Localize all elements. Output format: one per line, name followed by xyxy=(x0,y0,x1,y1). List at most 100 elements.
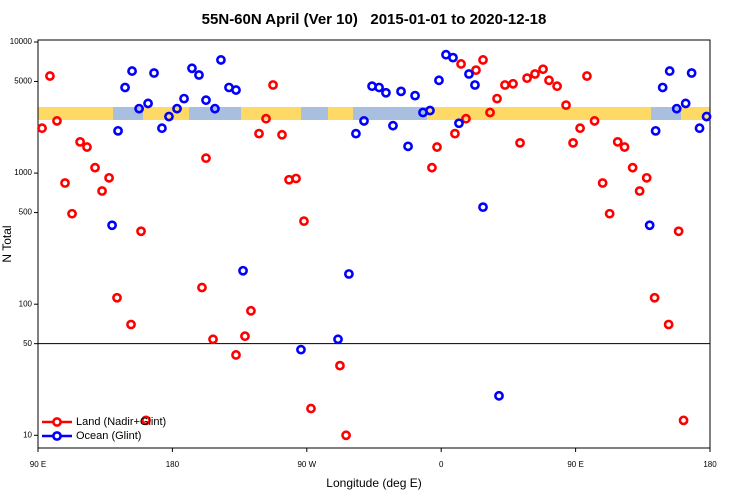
point xyxy=(434,75,444,86)
point xyxy=(673,226,684,237)
point xyxy=(522,73,532,84)
point xyxy=(82,142,92,152)
point xyxy=(627,162,638,173)
point xyxy=(494,390,504,401)
point xyxy=(500,80,510,90)
point xyxy=(612,136,623,147)
point xyxy=(492,93,502,104)
y-tick-label: 10000 xyxy=(10,37,33,46)
point xyxy=(246,305,256,316)
point xyxy=(450,128,460,139)
point xyxy=(113,125,123,136)
point xyxy=(568,137,578,148)
point xyxy=(678,415,689,426)
point xyxy=(597,178,608,188)
point xyxy=(37,123,47,134)
legend-label: Ocean (Glint) xyxy=(76,430,141,442)
point xyxy=(238,265,248,276)
point xyxy=(341,430,351,441)
point xyxy=(680,98,691,109)
point xyxy=(604,208,615,219)
point xyxy=(75,136,86,147)
point xyxy=(261,113,271,124)
point xyxy=(470,80,480,90)
point xyxy=(208,334,218,345)
x-tick-label: 90 E xyxy=(567,460,583,469)
point xyxy=(143,98,153,109)
point xyxy=(663,319,674,330)
point xyxy=(478,55,488,65)
point xyxy=(538,64,548,75)
point xyxy=(471,65,481,76)
point xyxy=(544,75,554,86)
point xyxy=(164,111,174,122)
legend-label: Land (Nadir+Glint) xyxy=(76,416,166,428)
point xyxy=(240,331,250,342)
point xyxy=(432,142,442,152)
point xyxy=(126,319,136,330)
point xyxy=(410,90,420,101)
point xyxy=(60,178,70,188)
point xyxy=(686,68,697,78)
point xyxy=(197,282,207,293)
point xyxy=(649,292,660,303)
point xyxy=(515,137,525,148)
y-tick-label: 10 xyxy=(23,430,32,439)
point xyxy=(194,70,204,80)
point xyxy=(254,128,264,139)
y-tick-label: 500 xyxy=(19,208,33,217)
point xyxy=(127,66,137,76)
point xyxy=(45,71,55,81)
point xyxy=(52,116,62,126)
point xyxy=(650,125,661,136)
point xyxy=(120,82,130,93)
point xyxy=(396,86,406,97)
point xyxy=(333,334,343,345)
x-tick-label: 90 E xyxy=(30,460,46,469)
point xyxy=(589,116,600,126)
point xyxy=(141,415,151,426)
point xyxy=(306,403,316,414)
y-tick-label: 100 xyxy=(19,299,33,308)
point xyxy=(351,128,361,139)
point xyxy=(552,81,562,92)
x-axis-label: Longitude (deg E) xyxy=(326,476,421,490)
point xyxy=(187,63,197,74)
point xyxy=(179,93,189,104)
point xyxy=(644,220,655,231)
point xyxy=(277,129,287,140)
point xyxy=(478,202,488,213)
y-tick-label: 5000 xyxy=(14,77,32,86)
point xyxy=(149,68,159,78)
point xyxy=(90,162,100,173)
point xyxy=(694,123,705,134)
point xyxy=(134,103,144,114)
point xyxy=(425,105,435,116)
point xyxy=(657,82,668,93)
point xyxy=(464,69,474,79)
point xyxy=(575,123,585,134)
point xyxy=(97,186,107,196)
point xyxy=(530,69,540,79)
point xyxy=(216,55,226,65)
point xyxy=(172,103,182,114)
point xyxy=(112,292,122,303)
point xyxy=(456,59,466,69)
legend-marker xyxy=(52,431,62,441)
point xyxy=(561,100,571,111)
point xyxy=(381,87,391,98)
point xyxy=(664,66,675,76)
point xyxy=(388,120,398,131)
legend-marker xyxy=(52,417,62,427)
point xyxy=(335,360,345,371)
point xyxy=(634,186,645,196)
chart-title: 55N-60N April (Ver 10) 2015-01-01 to 202… xyxy=(202,11,547,28)
y-tick-label: 50 xyxy=(23,339,32,348)
point xyxy=(201,153,211,164)
point xyxy=(701,111,712,122)
x-tick-label: 180 xyxy=(166,460,180,469)
point xyxy=(157,123,167,134)
x-tick-label: 90 W xyxy=(297,460,316,469)
